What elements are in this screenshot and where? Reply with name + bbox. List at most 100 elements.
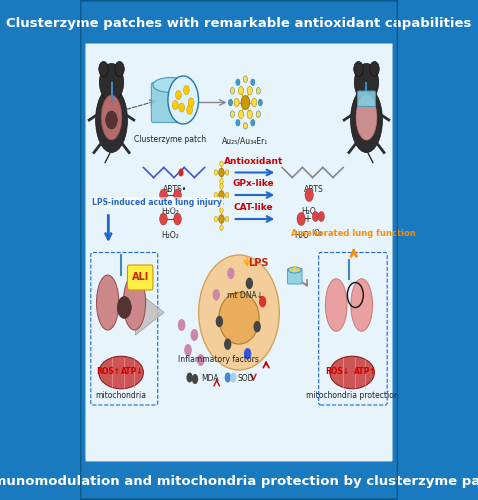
Text: H₂O: H₂O — [302, 208, 316, 216]
Circle shape — [312, 212, 319, 222]
Circle shape — [174, 189, 181, 201]
Text: LPS-induced acute lung injury: LPS-induced acute lung injury — [92, 198, 222, 207]
Circle shape — [244, 348, 251, 360]
Ellipse shape — [153, 78, 188, 92]
Circle shape — [258, 99, 262, 106]
Circle shape — [243, 122, 248, 129]
Ellipse shape — [101, 95, 122, 140]
Circle shape — [290, 268, 293, 272]
Text: CAT-like: CAT-like — [234, 204, 273, 212]
Circle shape — [218, 190, 224, 200]
Circle shape — [220, 161, 223, 166]
FancyBboxPatch shape — [358, 91, 375, 106]
Ellipse shape — [356, 95, 377, 140]
Circle shape — [191, 329, 198, 341]
Ellipse shape — [96, 88, 128, 152]
Ellipse shape — [199, 255, 279, 370]
Text: ATP↓: ATP↓ — [121, 366, 143, 376]
Circle shape — [175, 90, 181, 100]
Circle shape — [216, 316, 223, 328]
Circle shape — [239, 110, 244, 118]
Circle shape — [297, 268, 299, 272]
Circle shape — [213, 289, 220, 300]
Circle shape — [220, 178, 223, 184]
Text: mt DNA↓: mt DNA↓ — [228, 290, 263, 300]
Circle shape — [174, 213, 181, 225]
Text: H₂O₂: H₂O₂ — [162, 208, 179, 216]
Circle shape — [318, 212, 325, 222]
Circle shape — [225, 170, 229, 175]
Circle shape — [259, 296, 266, 308]
Circle shape — [253, 321, 261, 332]
Text: Inflammatory factors: Inflammatory factors — [178, 356, 259, 364]
Ellipse shape — [351, 279, 372, 331]
Circle shape — [184, 86, 189, 94]
Circle shape — [225, 216, 229, 222]
Ellipse shape — [288, 267, 301, 273]
Circle shape — [214, 170, 217, 175]
Circle shape — [247, 86, 252, 94]
Ellipse shape — [330, 356, 374, 389]
Ellipse shape — [99, 356, 143, 389]
Circle shape — [256, 111, 261, 117]
Text: ALI: ALI — [131, 272, 149, 282]
Text: Clusterzyme patch: Clusterzyme patch — [134, 135, 206, 144]
Circle shape — [236, 120, 240, 126]
Circle shape — [369, 62, 379, 76]
FancyBboxPatch shape — [81, 465, 397, 498]
Ellipse shape — [326, 279, 347, 331]
Circle shape — [236, 79, 240, 86]
Circle shape — [256, 88, 261, 94]
Circle shape — [173, 100, 178, 110]
Text: Ameliorated lung function: Ameliorated lung function — [292, 228, 416, 237]
Text: Clusterzyme patches with remarkable antioxidant capabilities: Clusterzyme patches with remarkable anti… — [6, 16, 472, 30]
Circle shape — [354, 62, 363, 76]
Circle shape — [160, 213, 167, 225]
Circle shape — [99, 62, 109, 76]
Text: H₂O: H₂O — [294, 232, 308, 240]
FancyBboxPatch shape — [81, 2, 397, 43]
Circle shape — [117, 296, 131, 318]
Circle shape — [251, 120, 255, 126]
Text: LPS: LPS — [248, 258, 268, 268]
Circle shape — [239, 86, 244, 94]
Circle shape — [188, 98, 194, 107]
Text: GPx-like: GPx-like — [232, 180, 274, 188]
Circle shape — [225, 372, 231, 382]
Text: ABTS: ABTS — [304, 185, 324, 194]
Circle shape — [192, 374, 198, 384]
Circle shape — [214, 216, 217, 222]
Circle shape — [218, 168, 224, 177]
Circle shape — [220, 208, 223, 213]
Circle shape — [99, 64, 124, 102]
FancyBboxPatch shape — [128, 265, 153, 290]
Circle shape — [220, 184, 223, 189]
Text: O₂: O₂ — [314, 229, 323, 238]
Text: +: + — [304, 214, 312, 224]
Text: Au₂₅/Au₃₄Er₁: Au₂₅/Au₃₄Er₁ — [222, 136, 269, 145]
Text: Immunomodulation and mitochondria protection by clusterzyme patch: Immunomodulation and mitochondria protec… — [0, 475, 478, 488]
Circle shape — [230, 111, 235, 117]
Circle shape — [160, 189, 167, 201]
Circle shape — [230, 372, 237, 382]
Circle shape — [243, 76, 248, 82]
Polygon shape — [135, 290, 164, 335]
Text: ROS↓: ROS↓ — [326, 366, 350, 376]
Circle shape — [220, 225, 223, 230]
Ellipse shape — [219, 292, 259, 344]
Circle shape — [115, 62, 124, 76]
Circle shape — [354, 64, 379, 102]
Circle shape — [251, 98, 257, 106]
Circle shape — [305, 188, 313, 202]
Circle shape — [224, 338, 231, 350]
Text: Antioxidant: Antioxidant — [224, 157, 283, 166]
Circle shape — [251, 79, 255, 86]
Circle shape — [178, 168, 184, 176]
Text: ABTS•: ABTS• — [163, 185, 187, 194]
Circle shape — [106, 111, 117, 129]
Text: mitochondria protection: mitochondria protection — [306, 392, 399, 400]
Circle shape — [225, 192, 229, 198]
Circle shape — [227, 268, 235, 279]
FancyBboxPatch shape — [85, 35, 393, 462]
FancyBboxPatch shape — [152, 82, 190, 122]
